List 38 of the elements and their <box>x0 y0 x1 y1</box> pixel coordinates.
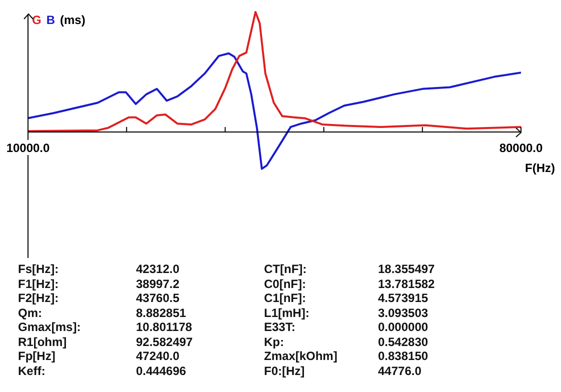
text: E33T: <box>264 320 296 334</box>
text: 18.355497 <box>378 262 435 276</box>
text: B <box>46 13 56 27</box>
text: C0[nF]: <box>264 276 306 290</box>
text: 8.882851 <box>136 306 186 320</box>
text: Fs[Hz]: <box>18 262 59 276</box>
text: F2[Hz]: <box>18 291 59 305</box>
text: 47240.0 <box>136 349 180 363</box>
text: 4.573915 <box>378 291 428 305</box>
text: G <box>32 13 42 27</box>
x-tick-label: 10000.0 <box>6 141 50 155</box>
text: R1[ohm] <box>18 334 67 348</box>
text: Gmax[ms]: <box>18 320 81 334</box>
text: CT[nF]: <box>264 262 307 276</box>
text: 10.801178 <box>136 320 192 334</box>
text: F1[Hz]: <box>18 276 59 290</box>
text: L1[mH]: <box>264 306 310 320</box>
text: Qm: <box>18 306 42 320</box>
text: F0:[Hz] <box>264 364 305 378</box>
text: Kp: <box>264 334 284 348</box>
text: 42312.0 <box>136 262 180 276</box>
text: Fp[Hz] <box>18 349 56 363</box>
x-tick-label: 80000.0 <box>499 141 544 155</box>
text: C1[nF]: <box>264 291 306 305</box>
text: 0.542830 <box>378 334 428 348</box>
text: 92.582497 <box>136 334 193 348</box>
text: 0.000000 <box>378 320 428 334</box>
text: 3.093503 <box>378 306 428 320</box>
text: 13.781582 <box>378 276 435 290</box>
x-axis-title: F(Hz) <box>525 161 555 175</box>
text: 44776.0 <box>378 364 422 378</box>
y-axis-title: (ms) <box>60 13 86 27</box>
text: 38997.2 <box>136 276 180 290</box>
text: Keff: <box>18 364 46 378</box>
text: 0.838150 <box>378 349 428 363</box>
text: Zmax[kOhm] <box>264 349 338 363</box>
text: 0.444696 <box>136 364 186 378</box>
text: 43760.5 <box>136 291 180 305</box>
